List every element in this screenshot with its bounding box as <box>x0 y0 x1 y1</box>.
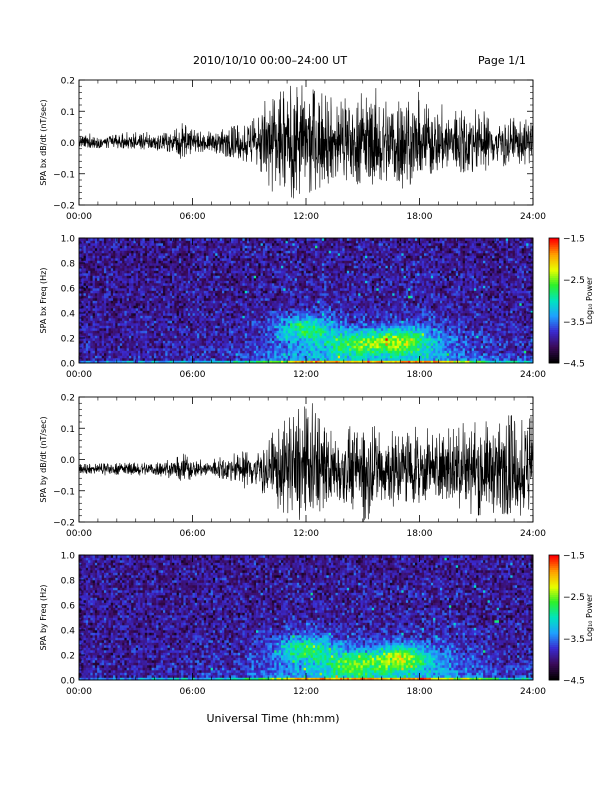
x-tick-label: 12:00 <box>293 687 319 697</box>
y-tick-label: 0.0 <box>61 139 76 149</box>
y-tick-label: 0.2 <box>61 77 75 87</box>
x-tick-label: 18:00 <box>407 370 433 380</box>
x-tick-label: 18:00 <box>407 212 433 222</box>
x-tick-label: 12:00 <box>293 529 319 539</box>
colorbar-frame <box>548 554 560 681</box>
x-tick-label: 06:00 <box>180 687 206 697</box>
colorbar-tick-label: −3.5 <box>563 318 585 328</box>
colorbar-tick-label: −4.5 <box>563 360 585 370</box>
x-tick-label: 06:00 <box>180 529 206 539</box>
x-tick-label: 12:00 <box>293 212 319 222</box>
y-axis-label: SPA bx Freq (Hz) <box>39 268 48 334</box>
page-title: 2010/10/10 00:00–24:00 UT <box>193 54 347 67</box>
colorbar-frame <box>548 237 560 364</box>
page-number: Page 1/1 <box>478 54 526 67</box>
y-tick-label: 0.8 <box>61 260 76 270</box>
y-tick-label: 1.0 <box>61 235 76 245</box>
y-axis-label: SPA bx dB/dt (nT/sec) <box>39 99 48 185</box>
colorbar-tick-label: −1.5 <box>563 552 585 562</box>
x-tick-label: 24:00 <box>520 687 546 697</box>
spectrogram-image <box>79 555 534 681</box>
colorbar-tick-label: −4.5 <box>563 677 585 687</box>
colorbar-tick-label: −3.5 <box>563 635 585 645</box>
y-tick-label: 0.4 <box>61 310 76 320</box>
y-tick-label: 0.2 <box>61 335 75 345</box>
x-tick-label: 00:00 <box>66 529 92 539</box>
y-tick-label: 1.0 <box>61 552 76 562</box>
y-tick-label: 0.2 <box>61 652 75 662</box>
x-tick-label: 12:00 <box>293 370 319 380</box>
colorbar-tick-label: −1.5 <box>563 235 585 245</box>
y-tick-label: 0.0 <box>61 456 76 466</box>
x-tick-label: 24:00 <box>520 370 546 380</box>
x-tick-label: 00:00 <box>66 212 92 222</box>
waveform-trace <box>78 85 534 199</box>
y-tick-label: −0.1 <box>53 170 75 180</box>
y-tick-label: 0.2 <box>61 394 75 404</box>
spectrogram-image <box>79 238 534 364</box>
y-tick-label: −0.2 <box>53 202 75 212</box>
y-tick-label: 0.6 <box>61 602 76 612</box>
y-tick-label: 0.6 <box>61 285 76 295</box>
x-tick-label: 00:00 <box>66 687 92 697</box>
x-tick-label: 00:00 <box>66 370 92 380</box>
y-tick-label: 0.0 <box>61 677 76 687</box>
panel-2: −1.5 −2.5 −3.5 −4.5 Log₁₀ Power 1.0 0.8 0.6 0.4 0… <box>39 235 594 381</box>
x-tick-label: 06:00 <box>180 212 206 222</box>
x-tick-label: 24:00 <box>520 212 546 222</box>
x-tick-label: 18:00 <box>407 687 433 697</box>
y-tick-label: 0.0 <box>61 360 76 370</box>
colorbar-label: Log₁₀ Power <box>585 593 594 641</box>
waveform-trace <box>78 403 534 522</box>
colorbar-tick-label: −2.5 <box>563 593 585 603</box>
x-axis-label: Universal Time (hh:mm) <box>207 712 340 725</box>
x-tick-label: 06:00 <box>180 370 206 380</box>
y-tick-label: 0.1 <box>61 425 75 435</box>
x-tick-label: 18:00 <box>407 529 433 539</box>
panel-4: −1.5 −2.5 −3.5 −4.5 Log₁₀ Power 1.0 0.8 0.6 0.4 0… <box>39 552 594 698</box>
panel-1: 0.2 0.1 0.0 −0.1 −0.200:00 06:00 12:00 18:00 24:… <box>39 77 546 223</box>
colorbar-label: Log₁₀ Power <box>585 276 594 324</box>
y-tick-label: 0.1 <box>61 108 75 118</box>
panel-3: 0.2 0.1 0.0 −0.1 −0.200:00 06:00 12:00 18:00 24:… <box>39 394 546 540</box>
colorbar: −1.5 −2.5 −3.5 −4.5 Log₁₀ Power <box>548 235 594 370</box>
y-tick-label: 0.8 <box>61 577 76 587</box>
y-tick-label: 0.4 <box>61 627 76 637</box>
y-axis-label: SPA by dB/dt (nT/sec) <box>39 416 48 502</box>
y-axis-label: SPA by Freq (Hz) <box>39 585 48 651</box>
y-tick-label: −0.2 <box>53 519 75 529</box>
y-tick-label: −0.1 <box>53 487 75 497</box>
x-tick-label: 24:00 <box>520 529 546 539</box>
colorbar-tick-label: −2.5 <box>563 276 585 286</box>
colorbar: −1.5 −2.5 −3.5 −4.5 Log₁₀ Power <box>548 552 594 687</box>
